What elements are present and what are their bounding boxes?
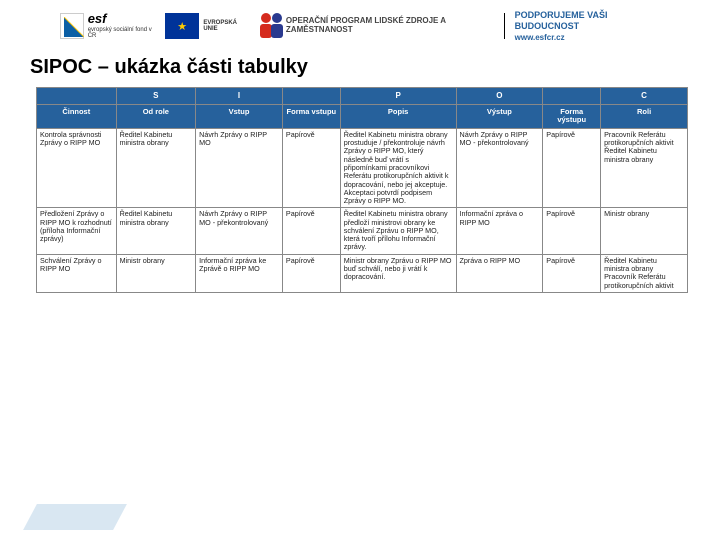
- eu-flag-icon: ★: [165, 13, 199, 39]
- cell-popis: Ředitel Kabinetu ministra obrany prostud…: [340, 128, 456, 208]
- cell-cinnost: Kontrola správnosti Zprávy o RIPP MO: [37, 128, 117, 208]
- header-cell: Popis: [340, 104, 456, 128]
- op-text: OPERAČNÍ PROGRAM LIDSKÉ ZDROJE A ZAMĚSTN…: [286, 17, 494, 35]
- table-row: Schválení Zprávy o RIPP MO Ministr obran…: [37, 254, 688, 292]
- header-cell: Forma výstupu: [543, 104, 601, 128]
- page-title: SIPOC – ukázka části tabulky: [0, 50, 720, 87]
- header-cell: Od role: [116, 104, 196, 128]
- table-letters-row: S I P O C: [37, 88, 688, 104]
- cell-formao: Papírově: [543, 254, 601, 292]
- table-header-row: Činnost Od role Vstup Forma vstupu Popis…: [37, 104, 688, 128]
- header-cell: Roli: [601, 104, 688, 128]
- table-row: Kontrola správnosti Zprávy o RIPP MO Řed…: [37, 128, 688, 208]
- cell-cinnost: Schválení Zprávy o RIPP MO: [37, 254, 117, 292]
- cell-odrole: Ministr obrany: [116, 254, 196, 292]
- cell-formav: Papírově: [282, 208, 340, 254]
- cell-odrole: Ředitel Kabinetu ministra obrany: [116, 128, 196, 208]
- logo-esf: esf evropský sociální fond v ČR: [60, 12, 155, 39]
- cell-popis: Ministr obrany Zprávu o RIPP MO buď schv…: [340, 254, 456, 292]
- cell-roli: Pracovník Referátu protikorupčních aktiv…: [601, 128, 688, 208]
- cell-vstup: Informační zpráva ke Zprávě o RIPP MO: [196, 254, 283, 292]
- cell-formav: Papírově: [282, 128, 340, 208]
- table-row: Předložení Zprávy o RIPP MO k rozhodnutí…: [37, 208, 688, 254]
- header-cell: Činnost: [37, 104, 117, 128]
- letter-cell: P: [340, 88, 456, 104]
- letter-cell: S: [116, 88, 196, 104]
- cell-formao: Papírově: [543, 128, 601, 208]
- logo-bar: esf evropský sociální fond v ČR ★ EVROPS…: [0, 0, 720, 50]
- header-cell: Vstup: [196, 104, 283, 128]
- sipoc-table-wrap: S I P O C Činnost Od role Vstup Forma vs…: [0, 87, 720, 293]
- support-url: www.esfcr.cz: [515, 33, 565, 42]
- logo-support: PODPORUJEME VAŠI BUDOUCNOST www.esfcr.cz: [515, 10, 660, 42]
- letter-cell: [543, 88, 601, 104]
- logo-op: OPERAČNÍ PROGRAM LIDSKÉ ZDROJE A ZAMĚSTN…: [258, 13, 504, 39]
- logo-eu: ★ EVROPSKÁ UNIE: [165, 13, 248, 39]
- cell-formao: Papírově: [543, 208, 601, 254]
- sipoc-table: S I P O C Činnost Od role Vstup Forma vs…: [36, 87, 688, 293]
- cell-vystup: Zpráva o RIPP MO: [456, 254, 543, 292]
- cell-roli: Ministr obrany: [601, 208, 688, 254]
- cell-vystup: Informační zpráva o RIPP MO: [456, 208, 543, 254]
- cell-vstup: Návrh Zprávy o RIPP MO: [196, 128, 283, 208]
- letter-cell: C: [601, 88, 688, 104]
- letter-cell: [282, 88, 340, 104]
- header-cell: Výstup: [456, 104, 543, 128]
- letter-cell: [37, 88, 117, 104]
- footer-decoration: [23, 504, 127, 530]
- esf-icon: [60, 13, 84, 39]
- esf-text: esf evropský sociální fond v ČR: [88, 12, 155, 39]
- eu-text: EVROPSKÁ UNIE: [203, 20, 248, 32]
- letter-cell: I: [196, 88, 283, 104]
- cell-roli: Ředitel Kabinetu ministra obrany Pracovn…: [601, 254, 688, 292]
- letter-cell: O: [456, 88, 543, 104]
- cell-vystup: Návrh Zprávy o RIPP MO - překontrolovaný: [456, 128, 543, 208]
- cell-odrole: Ředitel Kabinetu ministra obrany: [116, 208, 196, 254]
- cell-cinnost: Předložení Zprávy o RIPP MO k rozhodnutí…: [37, 208, 117, 254]
- cell-formav: Papírově: [282, 254, 340, 292]
- cell-popis: Ředitel Kabinetu ministra obrany předlož…: [340, 208, 456, 254]
- op-icon: [258, 13, 282, 39]
- header-cell: Forma vstupu: [282, 104, 340, 128]
- cell-vstup: Návrh Zprávy o RIPP MO - překontrolovaný: [196, 208, 283, 254]
